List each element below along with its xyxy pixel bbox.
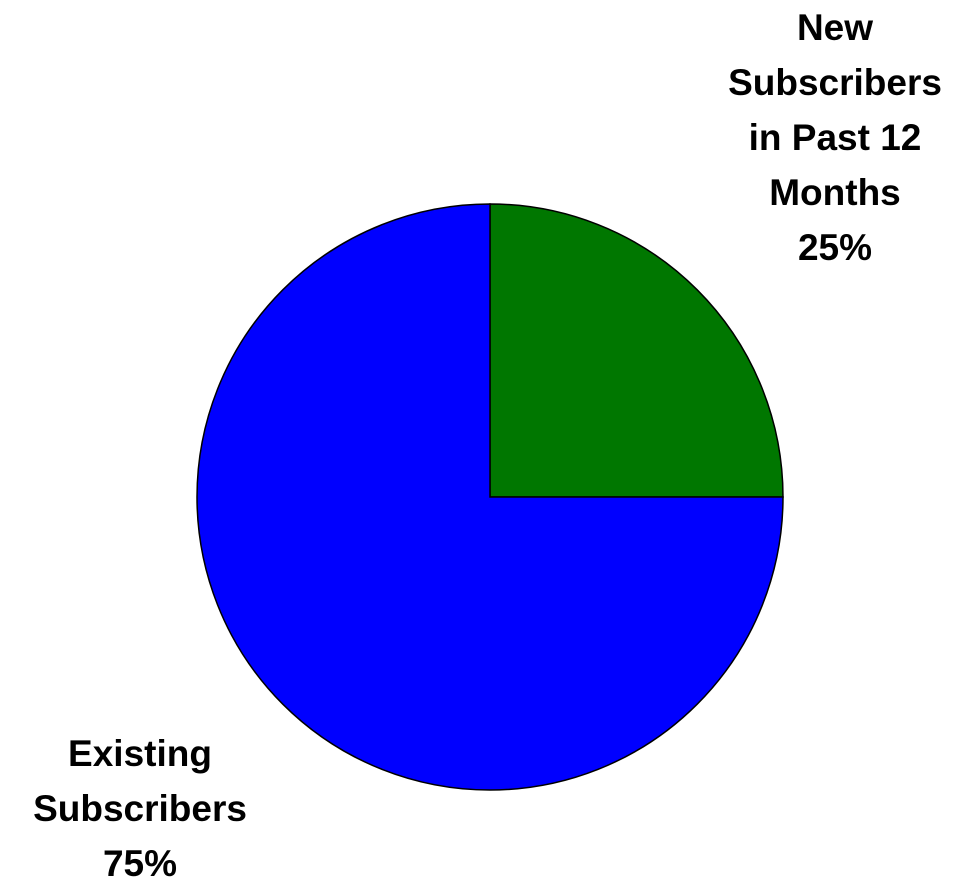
slice-name-line: Subscribers xyxy=(728,62,942,103)
slice-name-line: New xyxy=(797,7,873,48)
slice-name-line: Months xyxy=(769,172,901,213)
slice-name-line: Subscribers xyxy=(33,788,247,829)
pie-slice-new-subscribers xyxy=(489,203,784,498)
slice-label-new-subscribers: New Subscribers in Past 12 Months 25% xyxy=(728,7,942,268)
slice-name-line: in Past 12 xyxy=(749,117,922,158)
slice-value-label: 75% xyxy=(103,843,177,882)
slice-name-line: Existing xyxy=(68,733,212,774)
pie-slice-existing-subscribers xyxy=(196,203,784,791)
slice-label-existing-subscribers: Existing Subscribers 75% xyxy=(33,733,247,882)
slice-labels: New Subscribers in Past 12 Months 25% Existin… xyxy=(33,7,942,882)
pie-slices xyxy=(196,203,784,791)
slice-value-label: 25% xyxy=(798,227,872,268)
